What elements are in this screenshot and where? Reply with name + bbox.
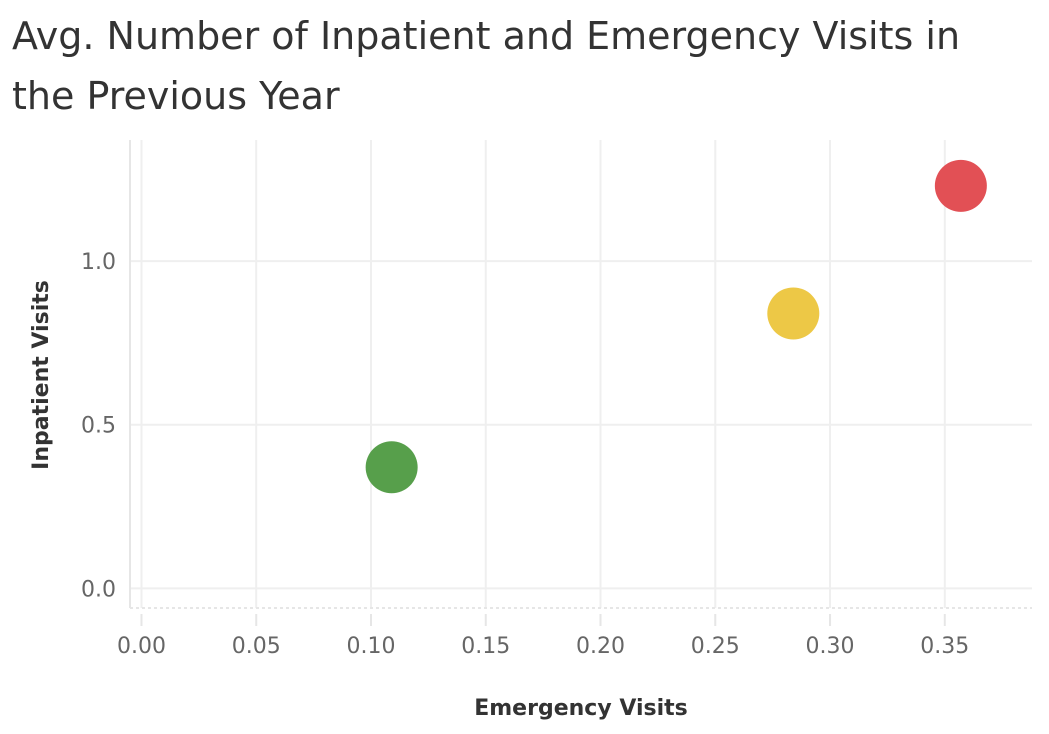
data-point	[767, 287, 820, 340]
x-tick-label: 0.10	[347, 634, 396, 659]
x-tick-label: 0.30	[806, 634, 855, 659]
chart-title: Avg. Number of Inpatient and Emergency V…	[12, 14, 961, 118]
x-tick-label: 0.20	[576, 634, 625, 659]
data-point	[365, 441, 418, 494]
y-tick-label: 0.0	[81, 577, 116, 602]
x-tick-label: 0.25	[691, 634, 740, 659]
x-tick-label: 0.15	[461, 634, 510, 659]
data-point	[934, 159, 987, 212]
x-tick-label: 0.05	[232, 634, 281, 659]
axes	[129, 140, 1032, 609]
y-axis-title: Inpatient Visits	[29, 280, 54, 470]
grid	[130, 140, 1032, 626]
x-tick-label: 0.35	[920, 634, 969, 659]
data-points	[365, 159, 987, 494]
x-tick-label: 0.00	[117, 634, 166, 659]
y-tick-label: 0.5	[81, 414, 116, 439]
y-tick-label: 1.0	[81, 250, 116, 275]
x-axis-title: Emergency Visits	[474, 696, 688, 721]
tick-labels: 0.00 0.05 0.10 0.15 0.20 0.25 0.30 0.35 0.0 0.5 1.…	[81, 250, 969, 659]
